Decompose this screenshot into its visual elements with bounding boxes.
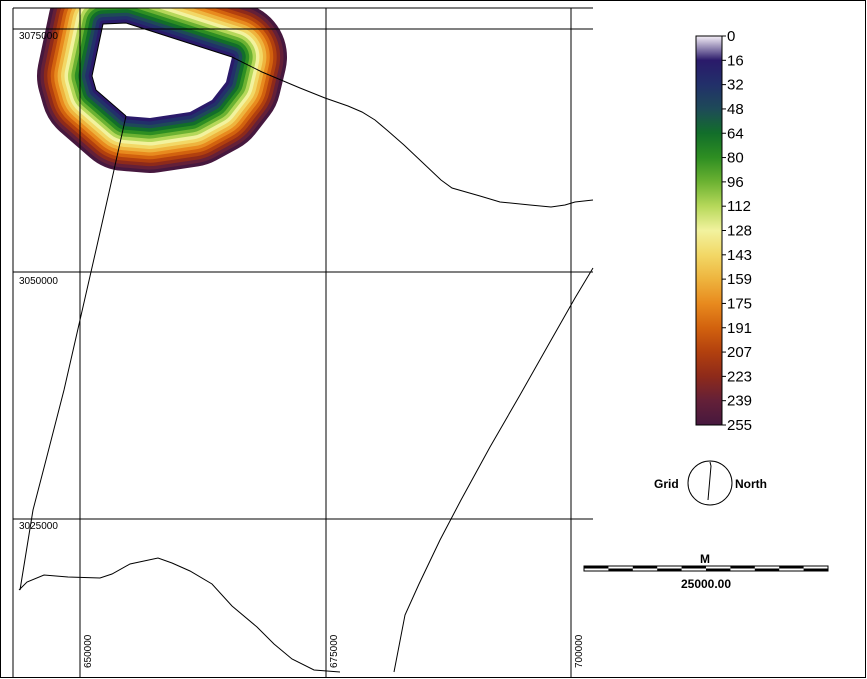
x-label-675000: 675000 [329,634,340,668]
legend-label: 128 [727,223,752,240]
legend-label: 16 [727,52,744,69]
legend-label: 207 [727,344,752,361]
legend-label: 80 [727,150,744,167]
north-arrow: Grid North [654,460,767,506]
boundary-line [91,22,594,208]
legend-label: 255 [727,417,752,434]
north-arrow-left-label: Grid [654,477,679,491]
legend-label: 64 [727,125,744,142]
legend-label: 175 [727,295,752,312]
boundary-line-south [18,557,341,673]
legend-label: 112 [727,198,751,215]
legend-label: 0 [727,28,735,45]
legend-label: 159 [727,271,752,288]
scale-bar-segment [754,568,780,571]
legend-label: 191 [727,320,752,337]
scale-bar-segment [730,566,755,569]
scale-bar: M 25000.00 [583,552,829,591]
y-label-3050000: 3050000 [19,276,58,287]
scale-bar-segment [779,566,804,569]
grid-lines [12,7,593,677]
scale-bar-length: 25000.00 [681,577,731,591]
legend-label: 223 [727,368,752,385]
scale-bar-segment [706,568,731,571]
legend-label: 32 [727,77,744,94]
scale-bar-unit: M [700,552,710,566]
boundary-line-west [19,115,127,591]
legend-labels: 0 16 32 48 64 80 96 112 128 143 159 175 191 207 223 239… [722,28,752,434]
north-arrow-right-label: North [735,477,767,491]
legend-label: 143 [727,247,752,264]
buffer-zone [37,8,287,173]
scale-bar-segment [803,568,828,571]
y-label-3075000: 3075000 [19,31,58,42]
legend-label: 96 [727,174,744,191]
scale-bar-segment [632,566,658,569]
legend-color-bar [695,35,723,426]
color-legend: 0 16 32 48 64 80 96 112 128 143 159 175 191 207 223 239… [695,28,752,434]
scale-bar-segment [608,568,633,571]
legend-label: 239 [727,393,752,410]
scale-bar-segment [584,566,609,569]
x-label-700000: 700000 [574,634,585,668]
north-needle-icon [707,461,712,501]
y-label-3025000: 3025000 [19,521,58,532]
boundary-line-diagonal [393,267,594,673]
legend-label: 48 [727,101,744,118]
scale-bar-segment [657,568,682,571]
x-label-650000: 650000 [83,634,94,668]
buffer-interior [92,23,232,118]
scale-bar-segment [681,566,706,569]
scale-bar-segments [584,566,828,571]
